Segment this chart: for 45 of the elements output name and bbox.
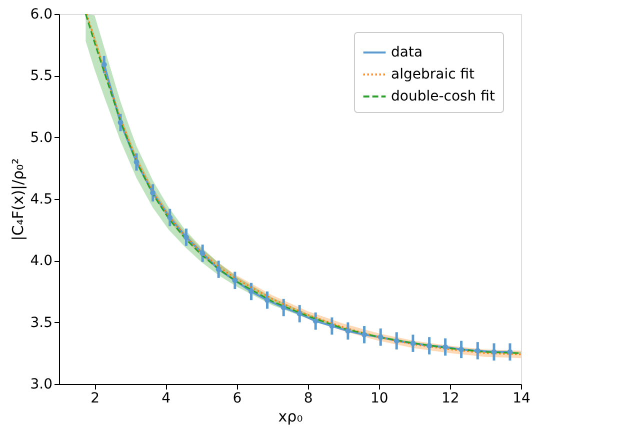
x-tick-label: 8: [304, 390, 313, 406]
x-tick-label: 14: [512, 390, 530, 406]
point: [296, 310, 302, 316]
y-tick-label: 3.5: [30, 314, 52, 331]
y-tick-label: 3.0: [30, 376, 52, 392]
y-axis-title: |C₄F(x)|/ρ₀²: [9, 158, 28, 241]
point: [458, 346, 464, 352]
point: [183, 234, 189, 240]
point: [378, 334, 384, 340]
point: [248, 288, 254, 294]
y-tick-label: 5.0: [30, 130, 52, 146]
point: [101, 62, 107, 68]
x-axis-title: xρ₀: [278, 408, 303, 426]
point: [264, 297, 270, 303]
point: [280, 304, 286, 310]
point: [216, 266, 222, 272]
point: [394, 338, 400, 344]
x-tick-label: 6: [232, 390, 242, 406]
legend-label: data: [391, 44, 423, 60]
point: [167, 214, 173, 220]
legend-label: algebraic fit: [391, 66, 476, 82]
x-tick-label: 12: [442, 390, 460, 406]
point: [474, 348, 480, 354]
point: [410, 340, 416, 346]
point: [118, 120, 124, 126]
point: [507, 349, 513, 355]
y-tick-label: 6.0: [30, 6, 52, 22]
point: [362, 332, 368, 338]
y-tick-label: 4.5: [30, 192, 52, 208]
point: [345, 328, 351, 334]
point: [232, 278, 238, 284]
point: [134, 159, 140, 165]
x-tick-label: 4: [162, 390, 171, 406]
point: [491, 349, 497, 355]
legend-label: double-cosh fit: [391, 88, 496, 104]
point: [200, 250, 206, 256]
point: [312, 318, 318, 324]
point: [426, 343, 432, 348]
y-tick-label: 5.5: [30, 68, 52, 84]
point: [442, 344, 448, 350]
point: [329, 323, 335, 329]
x-tick-label: 2: [90, 390, 100, 406]
y-tick-label: 4.0: [30, 253, 52, 270]
x-tick-label: 10: [370, 390, 388, 406]
point: [150, 190, 156, 196]
